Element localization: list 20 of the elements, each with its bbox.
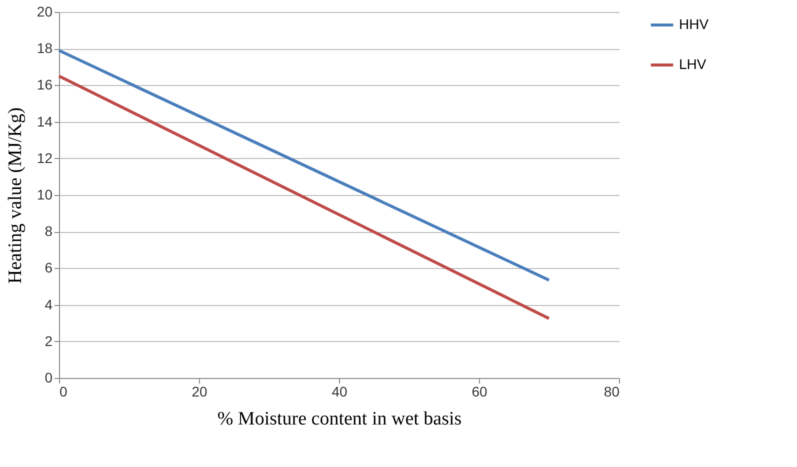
x-tick-label: 80 [604, 384, 620, 400]
legend-label: LHV [679, 56, 707, 72]
y-tick-label: 6 [44, 260, 53, 276]
y-tick-label: 10 [36, 186, 53, 202]
y-tick-label: 12 [36, 150, 53, 166]
x-tick-label: 60 [472, 384, 488, 400]
legend-label: HHV [679, 16, 710, 32]
x-tick-label: 40 [332, 384, 348, 400]
x-axis-title: % Moisture content in wet basis [217, 408, 462, 430]
y-tick-label: 2 [44, 332, 53, 349]
y-tick-label: 8 [44, 223, 53, 240]
y-axis-title: Heating value (MJ/Kg) [4, 107, 26, 284]
y-tick-label: 16 [36, 76, 53, 93]
y-tick-label: 4 [44, 296, 53, 312]
y-tick-label: 18 [36, 40, 53, 56]
x-tick-label: 0 [60, 384, 68, 400]
y-tick-label: 0 [44, 370, 53, 386]
y-tick-label: 14 [36, 113, 53, 130]
x-tick-label: 20 [192, 384, 208, 400]
y-tick-label: 20 [36, 4, 53, 20]
